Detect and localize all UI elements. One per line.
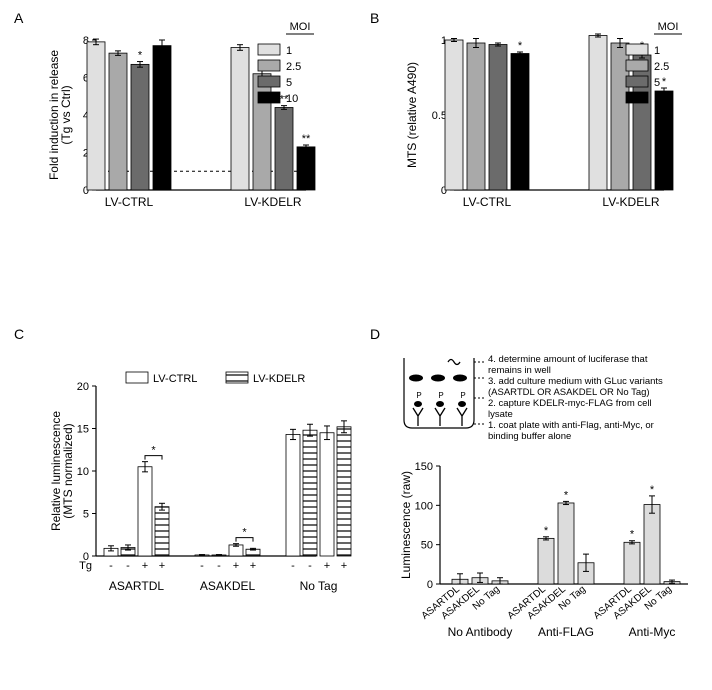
svg-text:3. add culture medium with GL: 3. add culture medium with GLuc variants <box>488 376 663 387</box>
figure-svg: 02468Fold induction in release(Tg vs Ctr… <box>0 0 712 685</box>
svg-text:*: * <box>151 445 156 457</box>
svg-text:LV-KDELR: LV-KDELR <box>253 373 305 385</box>
svg-text:+: + <box>250 560 256 572</box>
svg-text:*: * <box>138 50 143 62</box>
svg-text:ASAKDEL: ASAKDEL <box>200 579 256 593</box>
svg-text:-: - <box>291 560 295 572</box>
svg-text:Tg: Tg <box>79 560 92 572</box>
svg-text:remains in well: remains in well <box>488 365 551 376</box>
svg-text:1: 1 <box>286 45 292 57</box>
svg-text:*: * <box>662 76 667 88</box>
svg-text:50: 50 <box>421 540 433 552</box>
svg-text:-: - <box>200 560 204 572</box>
panel-label-b: B <box>370 10 379 26</box>
svg-text:binding buffer alone: binding buffer alone <box>488 431 571 442</box>
svg-text:Anti-Myc: Anti-Myc <box>629 625 676 639</box>
svg-text:-: - <box>109 560 113 572</box>
svg-text:MTS (relative A490): MTS (relative A490) <box>405 62 419 168</box>
svg-text:*: * <box>518 40 523 52</box>
svg-text:20: 20 <box>77 381 89 393</box>
svg-text:15: 15 <box>77 424 89 436</box>
svg-text:150: 150 <box>415 461 433 473</box>
panel-label-a: A <box>14 10 23 26</box>
svg-text:LV-KDELR: LV-KDELR <box>244 195 301 209</box>
svg-text:2. capture KDELR-myc-FLAG fro: 2. capture KDELR-myc-FLAG from cell <box>488 398 652 409</box>
svg-text:10: 10 <box>286 93 298 105</box>
svg-text:MOI: MOI <box>658 21 679 33</box>
svg-text:LV-CTRL: LV-CTRL <box>105 195 154 209</box>
svg-text:*: * <box>630 529 635 541</box>
svg-text:*: * <box>242 527 247 539</box>
svg-text:*: * <box>564 489 569 501</box>
svg-text:P: P <box>438 391 443 400</box>
svg-text:*: * <box>650 484 655 496</box>
svg-text:+: + <box>159 560 165 572</box>
svg-text:(Tg vs Ctrl): (Tg vs Ctrl) <box>59 85 73 144</box>
svg-text:+: + <box>142 560 148 572</box>
svg-text:1: 1 <box>654 45 660 57</box>
svg-text:-: - <box>308 560 312 572</box>
svg-text:+: + <box>341 560 347 572</box>
panel-label-c: C <box>14 326 24 342</box>
svg-text:ASARTDL: ASARTDL <box>109 579 164 593</box>
svg-text:0: 0 <box>427 579 433 591</box>
figure: A B C D 02468Fold induction in release(T… <box>0 0 712 685</box>
svg-text:(MTS normalized): (MTS normalized) <box>61 423 75 518</box>
svg-text:10: 10 <box>77 466 89 478</box>
svg-text:No Tag: No Tag <box>300 579 338 593</box>
svg-text:MOI: MOI <box>290 21 311 33</box>
svg-text:5: 5 <box>83 509 89 521</box>
svg-text:1. coat plate with anti-Flag,: 1. coat plate with anti-Flag, anti-Myc, … <box>488 420 654 431</box>
svg-text:2.5: 2.5 <box>286 61 301 73</box>
svg-text:lysate: lysate <box>488 409 513 420</box>
svg-text:4. determine amount of lucife: 4. determine amount of luciferase that <box>488 354 648 365</box>
svg-text:100: 100 <box>415 500 433 512</box>
svg-text:LV-CTRL: LV-CTRL <box>153 373 197 385</box>
svg-text:Anti-FLAG: Anti-FLAG <box>538 625 594 639</box>
svg-text:LV-KDELR: LV-KDELR <box>602 195 659 209</box>
svg-text:-: - <box>126 560 130 572</box>
svg-text:10: 10 <box>654 93 666 105</box>
svg-text:Luminescence (raw): Luminescence (raw) <box>399 471 413 579</box>
svg-text:P: P <box>460 391 465 400</box>
svg-text:2.5: 2.5 <box>654 61 669 73</box>
svg-text:P: P <box>416 391 421 400</box>
svg-text:LV-CTRL: LV-CTRL <box>463 195 512 209</box>
svg-text:5: 5 <box>286 77 292 89</box>
panel-label-d: D <box>370 326 380 342</box>
svg-text:No Antibody: No Antibody <box>448 625 513 639</box>
svg-text:*: * <box>544 525 549 537</box>
svg-text:+: + <box>233 560 239 572</box>
svg-text:+: + <box>324 560 330 572</box>
svg-text:-: - <box>217 560 221 572</box>
svg-text:(ASARTDL OR ASAKDEL OR No Tag): (ASARTDL OR ASAKDEL OR No Tag) <box>488 387 650 398</box>
svg-text:5: 5 <box>654 77 660 89</box>
svg-text:**: ** <box>302 133 311 145</box>
